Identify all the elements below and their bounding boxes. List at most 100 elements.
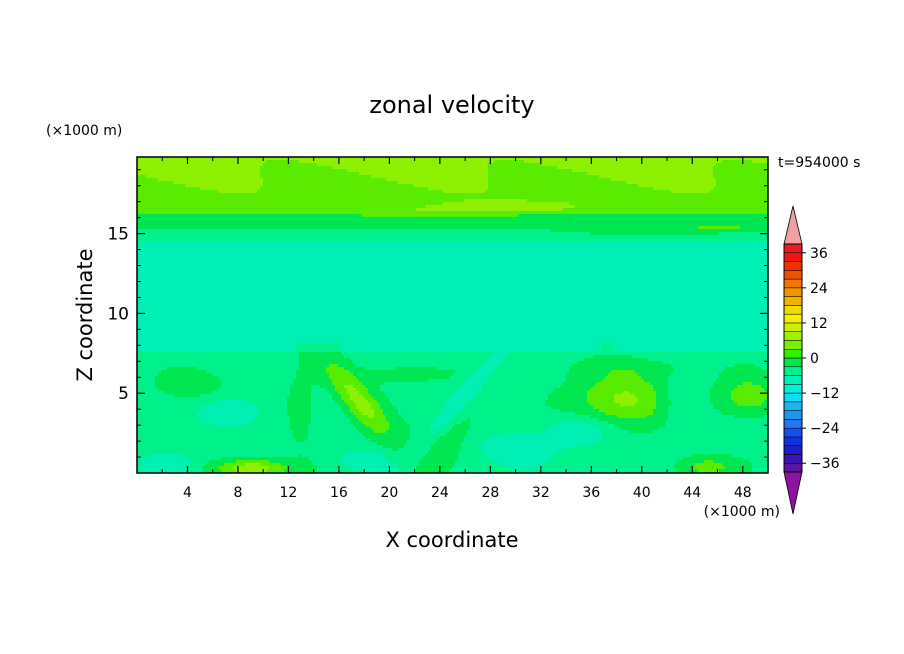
field-cell xyxy=(293,181,297,185)
field-cell xyxy=(728,172,732,176)
field-cell xyxy=(608,202,612,206)
field-cell xyxy=(617,214,621,218)
field-cell xyxy=(641,157,645,161)
field-cell xyxy=(431,214,435,218)
field-cell xyxy=(389,208,393,212)
field-cell xyxy=(485,163,489,167)
field-cell xyxy=(674,172,678,176)
field-cell xyxy=(719,220,723,224)
field-cell xyxy=(290,193,294,197)
field-cell xyxy=(350,160,354,164)
field-cell xyxy=(473,205,477,209)
field-cell xyxy=(512,199,516,203)
field-cell xyxy=(563,208,567,212)
field-cell xyxy=(728,160,732,164)
field-cell xyxy=(758,190,762,194)
field-cell xyxy=(734,172,738,176)
field-cell xyxy=(521,157,525,161)
field-cell xyxy=(158,196,162,200)
field-cell xyxy=(740,172,744,176)
field-cell xyxy=(551,193,555,197)
field-cell xyxy=(155,217,159,221)
field-cell xyxy=(425,175,429,179)
field-cell xyxy=(308,169,312,173)
field-cell xyxy=(752,178,756,182)
field-cell xyxy=(653,217,657,221)
field-cell xyxy=(464,202,468,206)
field-cell xyxy=(473,157,477,161)
field-cell xyxy=(212,163,216,167)
field-cell xyxy=(608,187,612,191)
field-cell xyxy=(227,172,231,176)
field-cell xyxy=(560,181,564,185)
field-cell xyxy=(521,166,525,170)
field-cell xyxy=(590,178,594,182)
field-cell xyxy=(194,172,198,176)
field-cell xyxy=(650,187,654,191)
field-cell xyxy=(206,181,210,185)
field-cell xyxy=(299,217,303,221)
field-cell xyxy=(695,217,699,221)
field-cell xyxy=(680,217,684,221)
field-cell xyxy=(407,199,411,203)
field-cell xyxy=(398,178,402,182)
field-cell xyxy=(335,166,339,170)
field-cell xyxy=(578,157,582,161)
field-cell xyxy=(644,223,648,227)
field-cell xyxy=(626,178,630,182)
field-cell xyxy=(188,184,192,188)
field-cell xyxy=(242,157,246,161)
field-cell xyxy=(710,202,714,206)
field-cell xyxy=(575,202,579,206)
field-cell xyxy=(605,223,609,227)
field-cell xyxy=(599,196,603,200)
field-cell xyxy=(341,172,345,176)
field-cell xyxy=(260,223,264,227)
field-cell xyxy=(146,172,150,176)
field-cell xyxy=(443,178,447,182)
field-cell xyxy=(575,220,579,224)
field-cell xyxy=(245,223,249,227)
field-cell xyxy=(386,175,390,179)
field-cell xyxy=(449,175,453,179)
field-cell xyxy=(182,187,186,191)
field-cell xyxy=(749,163,753,167)
field-cell xyxy=(602,169,606,173)
field-cell xyxy=(167,184,171,188)
field-cell xyxy=(164,175,168,179)
field-cell xyxy=(542,220,546,224)
field-cell xyxy=(542,187,546,191)
field-cell xyxy=(314,178,318,182)
field-cell xyxy=(440,220,444,224)
field-cell xyxy=(680,211,684,215)
field-cell xyxy=(155,211,159,215)
field-cell xyxy=(359,187,363,191)
field-cell xyxy=(743,193,747,197)
field-cell xyxy=(698,208,702,212)
field-cell xyxy=(509,163,513,167)
field-cell xyxy=(371,184,375,188)
field-cell xyxy=(500,220,504,224)
field-cell xyxy=(341,175,345,179)
field-cell xyxy=(521,214,525,218)
field-cell xyxy=(743,169,747,173)
field-cell xyxy=(347,226,351,230)
field-cell xyxy=(566,187,570,191)
field-cell xyxy=(281,187,285,191)
field-cell xyxy=(647,178,651,182)
field-cell xyxy=(758,187,762,191)
field-cell xyxy=(443,160,447,164)
field-cell xyxy=(578,220,582,224)
field-cell xyxy=(323,193,327,197)
field-cell xyxy=(764,196,768,200)
field-cell xyxy=(356,196,360,200)
field-cell xyxy=(389,199,393,203)
field-cell xyxy=(539,172,543,176)
field-cell xyxy=(563,163,567,167)
field-cell xyxy=(218,163,222,167)
field-cell xyxy=(410,172,414,176)
field-cell xyxy=(740,217,744,221)
field-cell xyxy=(296,160,300,164)
field-cell xyxy=(242,160,246,164)
field-cell xyxy=(377,211,381,215)
